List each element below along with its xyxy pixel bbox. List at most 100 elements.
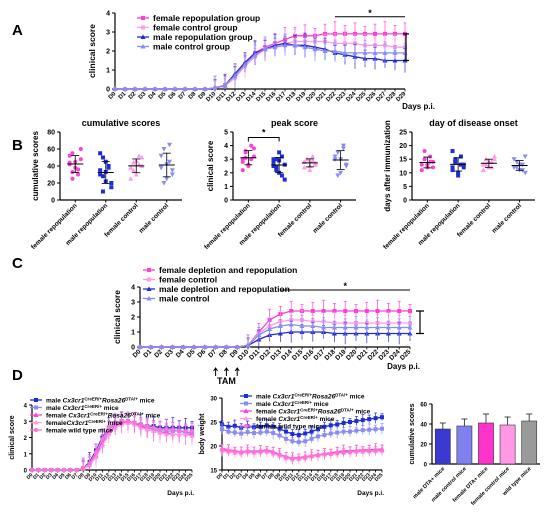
tam-arrow bbox=[213, 367, 219, 376]
data-point bbox=[382, 50, 388, 55]
significance-bracket bbox=[247, 136, 280, 142]
bar bbox=[499, 424, 516, 465]
data-point bbox=[343, 309, 348, 313]
data-point bbox=[274, 168, 279, 173]
data-point bbox=[341, 420, 346, 425]
y-tick-label: 4 bbox=[224, 143, 228, 150]
data-point bbox=[164, 176, 170, 182]
significance-star: * bbox=[262, 127, 266, 137]
x-tick-label: D5 bbox=[58, 472, 67, 481]
x-tick-label: D2 bbox=[38, 472, 47, 481]
panel-label-C: C bbox=[12, 255, 23, 272]
data-point bbox=[393, 31, 397, 36]
x-tick-label: D24 bbox=[177, 472, 188, 483]
x-tick-label: D21 bbox=[158, 472, 169, 483]
legend-label: male control group bbox=[153, 42, 230, 52]
data-point bbox=[341, 429, 346, 434]
data-point bbox=[112, 86, 118, 91]
series-3 bbox=[137, 320, 413, 349]
data-point bbox=[360, 418, 365, 423]
data-point bbox=[522, 170, 528, 176]
chart-title: day of disease onset bbox=[429, 118, 518, 128]
bar bbox=[478, 422, 494, 465]
data-point bbox=[138, 422, 143, 427]
x-tick-label: D2 bbox=[228, 472, 237, 481]
y-axis-label: cumulative scores bbox=[31, 131, 40, 201]
x-tick-label: D9 bbox=[273, 472, 282, 481]
data-point bbox=[277, 452, 282, 457]
data-point bbox=[335, 430, 340, 435]
legend-label: female repopulation group bbox=[153, 13, 260, 23]
x-tick-label: D6 bbox=[254, 472, 263, 481]
data-point bbox=[271, 159, 276, 164]
x-tick-label: D19 bbox=[335, 472, 346, 483]
x-tick-label: D7 bbox=[178, 91, 188, 101]
data-point bbox=[383, 31, 387, 36]
data-point bbox=[139, 154, 145, 160]
data-point bbox=[354, 449, 359, 454]
data-point bbox=[148, 344, 154, 349]
legend-label: female wild type mice bbox=[256, 424, 323, 431]
legend-label: male Cx3cr1CreER/+Rosa26DTA/+ mice bbox=[46, 396, 155, 405]
series-line bbox=[140, 323, 410, 348]
data-point bbox=[491, 153, 497, 159]
y-tick-label: 5 bbox=[224, 130, 228, 137]
data-point bbox=[256, 332, 262, 337]
y-tick-label: 0 bbox=[224, 198, 228, 205]
tam-arrow bbox=[223, 367, 229, 376]
data-point bbox=[239, 431, 244, 436]
data-point bbox=[364, 309, 369, 313]
data-point bbox=[335, 450, 340, 455]
data-point bbox=[274, 165, 279, 170]
legend-marker bbox=[141, 25, 145, 30]
data-point bbox=[522, 154, 528, 160]
data-point bbox=[98, 151, 103, 156]
legend-marker bbox=[34, 405, 38, 410]
series-5 bbox=[30, 412, 194, 472]
data-point bbox=[367, 448, 372, 453]
y-tick-label: 3 bbox=[24, 420, 28, 426]
data-point bbox=[352, 50, 358, 55]
data-point bbox=[192, 86, 198, 91]
x-tick-label: D1 bbox=[32, 472, 41, 481]
data-point bbox=[242, 61, 248, 67]
x-tick-label: D8 bbox=[218, 348, 229, 359]
data-point bbox=[130, 160, 136, 165]
legend-marker bbox=[243, 408, 249, 413]
data-point bbox=[332, 157, 338, 162]
legend-marker bbox=[147, 268, 151, 272]
data-point bbox=[220, 427, 224, 432]
data-point bbox=[360, 448, 365, 453]
x-tick-label: D14 bbox=[113, 472, 124, 483]
data-point bbox=[264, 429, 269, 434]
y-tick-label: 5 bbox=[403, 184, 407, 191]
data-point bbox=[373, 427, 378, 432]
data-point bbox=[340, 143, 346, 149]
data-point bbox=[137, 344, 143, 349]
y-tick-label: 4 bbox=[106, 11, 110, 18]
data-point bbox=[258, 449, 263, 454]
data-point bbox=[375, 309, 380, 313]
data-point bbox=[70, 176, 75, 181]
x-tick-label: D16 bbox=[126, 472, 137, 483]
data-point bbox=[348, 429, 352, 434]
data-point bbox=[109, 181, 114, 185]
data-point bbox=[212, 85, 218, 91]
x-tick-label: D8 bbox=[77, 472, 86, 481]
data-point bbox=[136, 153, 142, 158]
data-point bbox=[362, 50, 368, 55]
x-tick-label: D11 bbox=[94, 472, 105, 483]
y-axis-label: body weight bbox=[199, 413, 206, 455]
data-point bbox=[70, 169, 75, 174]
y-tick-label: 0 bbox=[106, 87, 110, 94]
y-tick-label: 20 bbox=[399, 143, 407, 150]
data-point bbox=[279, 154, 284, 159]
data-point bbox=[94, 450, 98, 455]
data-point bbox=[309, 436, 314, 441]
data-point bbox=[380, 448, 384, 453]
data-point bbox=[407, 324, 413, 330]
x-tick-label: D15 bbox=[120, 472, 131, 483]
x-tick-label: D24 bbox=[367, 472, 378, 483]
data-point bbox=[142, 86, 148, 91]
